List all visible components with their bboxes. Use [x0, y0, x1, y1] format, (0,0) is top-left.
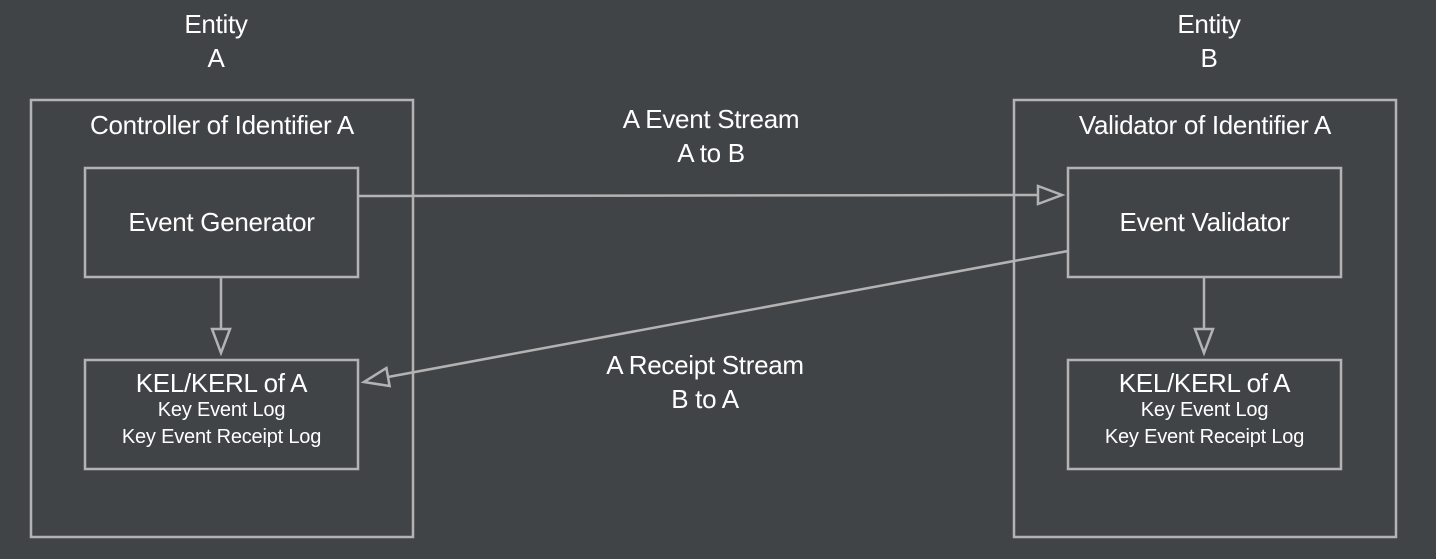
entity-a-label: Entity A [116, 7, 316, 75]
kel-b-line1: Key Event Log [1140, 399, 1269, 421]
event-stream-line1: A Event Stream [622, 104, 800, 134]
kel-a-content: KEL/KERL of A Key Event Log Key Event Re… [85, 369, 358, 451]
receipt-stream-label: A Receipt Stream B to A [555, 348, 855, 416]
receipt-stream-line2: B to A [671, 384, 739, 414]
entity-b-label-line2: B [1200, 43, 1218, 73]
generator-to-kel-arrow [210, 277, 232, 357]
kel-b-line2: Key Event Receipt Log [1104, 426, 1305, 448]
entity-b-label: Entity B [1109, 7, 1309, 75]
receipt-stream-line1: A Receipt Stream [606, 350, 804, 380]
event-stream-label: A Event Stream A to B [561, 102, 861, 170]
kel-b-content: KEL/KERL of A Key Event Log Key Event Re… [1068, 369, 1341, 451]
kel-a-title: KEL/KERL of A [135, 368, 308, 398]
validator-to-kel-arrow [1193, 277, 1215, 357]
receipt-stream-arrow [360, 249, 1069, 388]
validator-container [1012, 98, 1398, 539]
kel-a-box [83, 358, 360, 471]
entity-a-label-line2: A [207, 43, 225, 73]
event-stream-line2: A to B [677, 138, 745, 168]
kel-a-line1: Key Event Log [157, 399, 286, 421]
kel-b-title: KEL/KERL of A [1118, 368, 1291, 398]
event-generator-label: Event Generator [128, 207, 315, 237]
entity-a-label-line1: Entity [184, 9, 248, 39]
entity-b-label-line1: Entity [1177, 9, 1241, 39]
controller-container [29, 98, 415, 539]
validator-title: Validator of Identifier A [1078, 110, 1332, 140]
kel-b-box [1066, 358, 1343, 471]
kel-a-line2: Key Event Receipt Log [121, 426, 322, 448]
event-stream-arrow [357, 184, 1066, 206]
event-validator-label: Event Validator [1119, 207, 1290, 237]
controller-title: Controller of Identifier A [90, 110, 354, 140]
